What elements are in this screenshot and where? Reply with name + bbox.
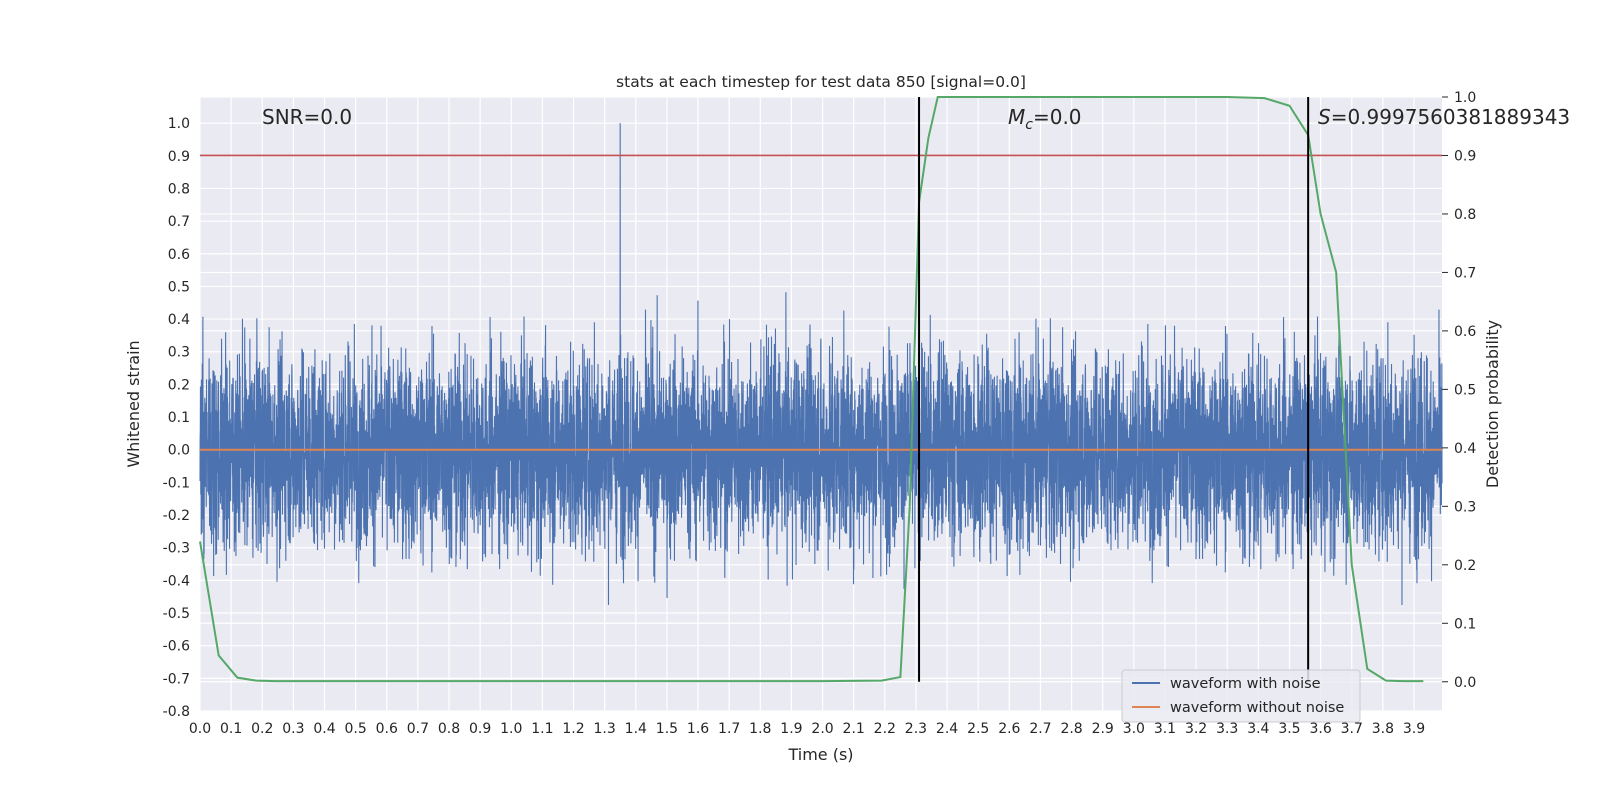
- y-tick-label-left: 0.9: [168, 149, 190, 165]
- x-tick-label: 3.2: [1185, 721, 1207, 737]
- legend-label-noise: waveform with noise: [1170, 676, 1321, 692]
- y-tick-label-left: -0.8: [163, 704, 190, 720]
- y-tick-label-left: 1.0: [168, 116, 190, 132]
- y-tick-label-left: -0.3: [163, 541, 190, 557]
- x-tick-label: 1.2: [562, 721, 584, 737]
- y-axis-label-right: Detection probability: [1483, 320, 1502, 488]
- x-tick-label: 1.6: [687, 721, 709, 737]
- y-tick-label-right: 0.1: [1454, 616, 1476, 632]
- y-tick-label-left: 0.4: [168, 312, 190, 328]
- y-tick-label-right: 0.3: [1454, 499, 1476, 515]
- snr-annotation: SNR=0.0: [262, 105, 352, 129]
- x-tick-label: 0.1: [220, 721, 242, 737]
- y-tick-label-right: 0.9: [1454, 148, 1476, 164]
- y-tick-label-left: -0.5: [163, 606, 190, 622]
- chart-title: stats at each timestep for test data 850…: [616, 73, 1026, 91]
- significance-annotation: S=0.9997560381889343: [1318, 105, 1570, 129]
- legend-label-clean: waveform without noise: [1170, 700, 1344, 716]
- x-tick-label: 0.9: [469, 721, 491, 737]
- y-tick-label-right: 0.2: [1454, 558, 1476, 574]
- y-tick-label-left: -0.6: [163, 639, 190, 655]
- x-tick-label: 1.0: [500, 721, 522, 737]
- x-tick-label: 0.8: [438, 721, 460, 737]
- x-tick-label: 2.0: [811, 721, 833, 737]
- y-tick-label-right: 0.5: [1454, 382, 1476, 398]
- chirp-mass-symbol: M: [1008, 105, 1025, 129]
- x-tick-label: 3.7: [1341, 721, 1363, 737]
- lines-layer: [199, 96, 1442, 683]
- ticks-layer: 0.0 0.1 0.2 0.3 0.4 0.5 0.6 0.7 0.8 0.9 1.0 1.1 1.2 1…: [163, 90, 1477, 737]
- x-tick-label: 3.4: [1247, 721, 1269, 737]
- x-tick-label: 1.4: [625, 721, 647, 737]
- x-tick-label: 0.2: [251, 721, 273, 737]
- x-tick-label: 0.6: [376, 721, 398, 737]
- x-tick-label: 0.7: [407, 721, 429, 737]
- detection-probability-line: [199, 96, 1424, 683]
- y-tick-label-left: -0.2: [163, 508, 190, 524]
- y-tick-label-right: 0.4: [1454, 441, 1476, 457]
- x-tick-label: 3.1: [1154, 721, 1176, 737]
- y-tick-label-left: -0.1: [163, 475, 190, 491]
- x-tick-label: 3.9: [1403, 721, 1425, 737]
- y-tick-label-left: 0.6: [168, 247, 190, 263]
- x-tick-label: 3.3: [1216, 721, 1238, 737]
- y-axis-label-left: Whitened strain: [124, 340, 143, 467]
- x-tick-label: 1.1: [531, 721, 553, 737]
- y-tick-label-right: 0.0: [1454, 675, 1476, 691]
- x-tick-label: 2.7: [1029, 721, 1051, 737]
- x-tick-label: 1.7: [718, 721, 740, 737]
- y-tick-label-left: 0.3: [168, 345, 190, 361]
- y-tick-label-right: 0.8: [1454, 207, 1476, 223]
- y-tick-label-left: 0.8: [168, 181, 190, 197]
- x-tick-label: 3.6: [1309, 721, 1331, 737]
- x-tick-label: 2.5: [967, 721, 989, 737]
- x-tick-label: 2.2: [874, 721, 896, 737]
- x-tick-label: 2.6: [998, 721, 1020, 737]
- y-tick-label-right: 1.0: [1454, 90, 1476, 106]
- chirp-mass-annotation: Mc=0.0: [1008, 105, 1082, 133]
- significance-value: =0.9997560381889343: [1331, 105, 1570, 129]
- chirp-mass-subscript: c: [1025, 117, 1033, 133]
- x-tick-label: 0.4: [313, 721, 335, 737]
- x-tick-label: 1.5: [656, 721, 678, 737]
- x-tick-label: 2.8: [1060, 721, 1082, 737]
- x-tick-label: 0.0: [189, 721, 211, 737]
- significance-symbol: S: [1318, 105, 1331, 129]
- x-tick-label: 3.5: [1278, 721, 1300, 737]
- legend: waveform with noise waveform without noi…: [1121, 669, 1361, 723]
- x-tick-label: 1.3: [594, 721, 616, 737]
- x-tick-label: 2.3: [905, 721, 927, 737]
- x-tick-label: 1.9: [780, 721, 802, 737]
- x-tick-label: 3.0: [1123, 721, 1145, 737]
- x-tick-label: 1.8: [749, 721, 771, 737]
- y-tick-label-left: -0.4: [163, 573, 190, 589]
- legend-box: [1121, 669, 1361, 723]
- y-tick-label-left: 0.2: [168, 377, 190, 393]
- x-tick-label: 0.3: [282, 721, 304, 737]
- y-tick-label-right: 0.6: [1454, 324, 1476, 340]
- chirp-mass-value: =0.0: [1033, 105, 1082, 129]
- x-tick-label: 2.1: [843, 721, 865, 737]
- y-tick-label-right: 0.7: [1454, 265, 1476, 281]
- x-tick-label: 2.9: [1092, 721, 1114, 737]
- x-tick-label: 0.5: [345, 721, 367, 737]
- x-tick-label: 2.4: [936, 721, 958, 737]
- y-tick-label-left: 0.0: [168, 443, 190, 459]
- y-tick-label-left: 0.7: [168, 214, 190, 230]
- y-tick-label-left: 0.5: [168, 279, 190, 295]
- y-tick-label-left: 0.1: [168, 410, 190, 426]
- x-axis-label: Time (s): [787, 745, 853, 764]
- x-tick-label: 3.8: [1372, 721, 1394, 737]
- y-tick-label-left: -0.7: [163, 671, 190, 687]
